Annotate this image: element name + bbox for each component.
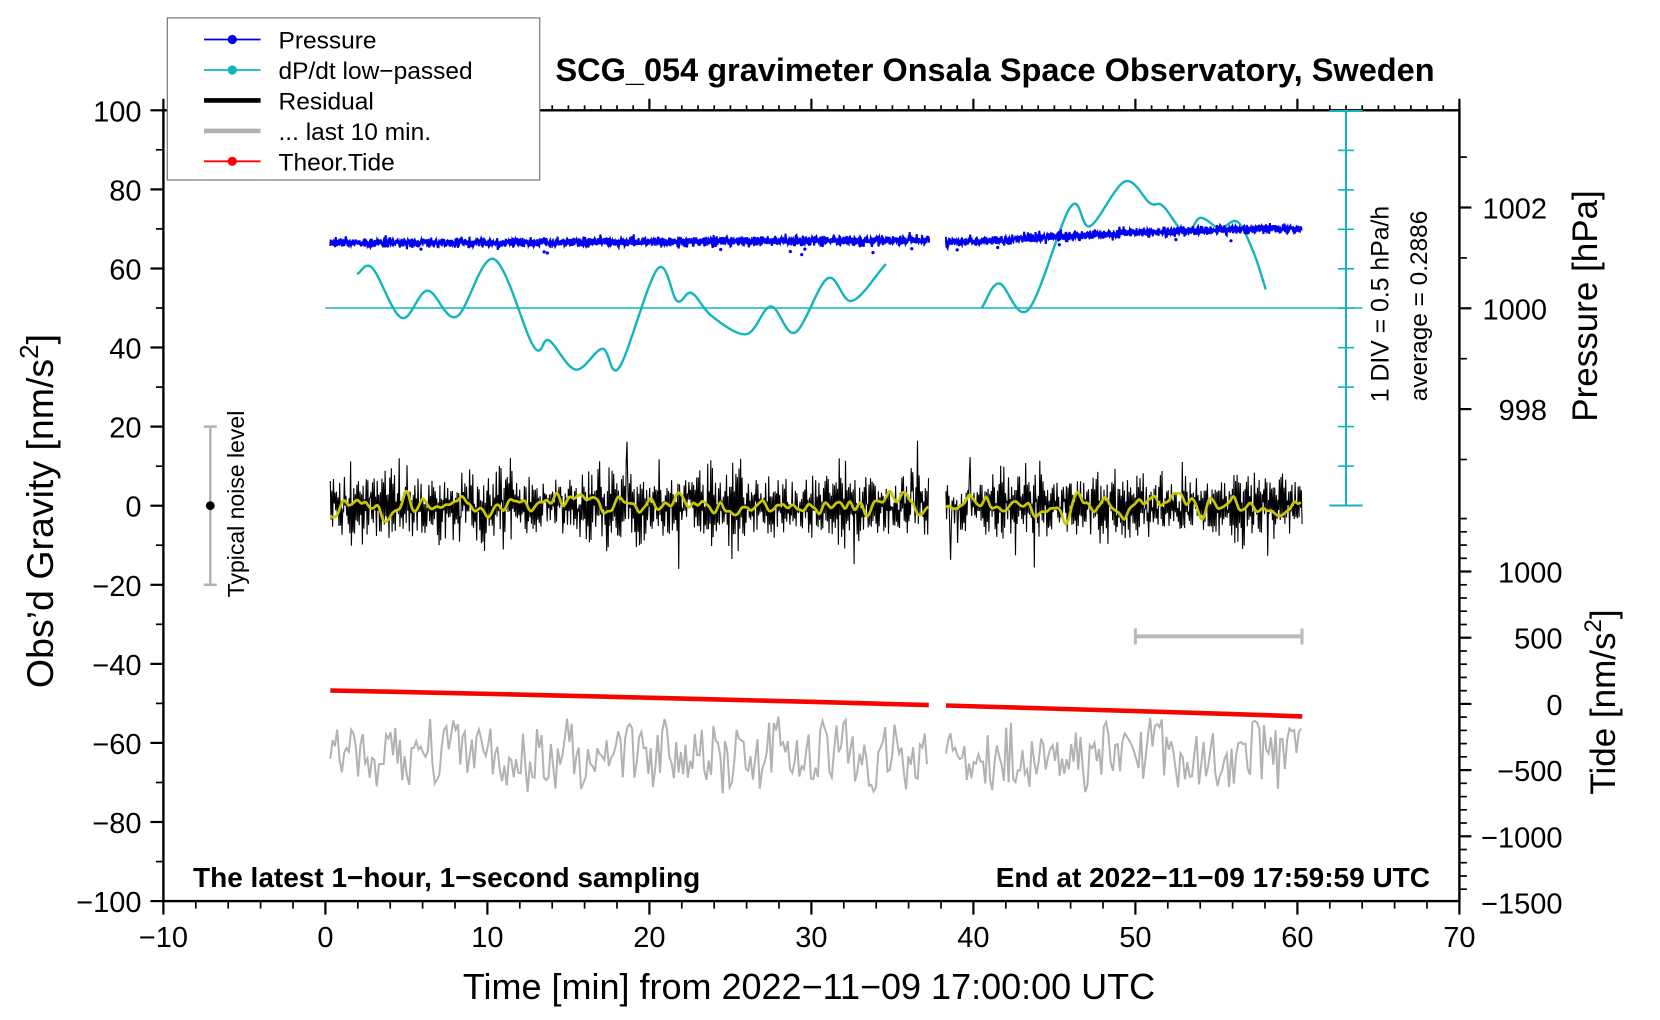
svg-text:60: 60 bbox=[109, 255, 141, 287]
svg-text:70: 70 bbox=[1443, 922, 1475, 954]
svg-text:0: 0 bbox=[317, 922, 333, 954]
svg-text:100: 100 bbox=[93, 96, 141, 128]
svg-text:10: 10 bbox=[471, 922, 503, 954]
svg-text:Time [min] from 2022−11−09 17:: Time [min] from 2022−11−09 17:00:00 UTC bbox=[463, 966, 1155, 1007]
svg-text:Theor.Tide: Theor.Tide bbox=[279, 149, 395, 176]
svg-text:Pressure [hPa]: Pressure [hPa] bbox=[1566, 190, 1605, 422]
svg-text:20: 20 bbox=[633, 922, 665, 954]
svg-text:20: 20 bbox=[109, 413, 141, 445]
svg-text:500: 500 bbox=[1514, 624, 1562, 656]
svg-text:60: 60 bbox=[1281, 922, 1313, 954]
svg-text:1000: 1000 bbox=[1498, 558, 1563, 590]
svg-text:40: 40 bbox=[957, 922, 989, 954]
svg-text:50: 50 bbox=[1119, 922, 1151, 954]
svg-text:Typical noise level: Typical noise level bbox=[223, 411, 249, 598]
svg-text:−20: −20 bbox=[92, 571, 141, 603]
svg-text:−40: −40 bbox=[92, 650, 141, 682]
svg-text:0: 0 bbox=[1546, 690, 1562, 722]
svg-text:1 DIV = 0.5 hPa/h: 1 DIV = 0.5 hPa/h bbox=[1368, 206, 1395, 402]
svg-text:80: 80 bbox=[109, 175, 141, 207]
svg-text:Pressure: Pressure bbox=[279, 28, 377, 55]
svg-text:Residual: Residual bbox=[279, 88, 374, 115]
svg-text:40: 40 bbox=[109, 334, 141, 366]
svg-text:−500: −500 bbox=[1497, 756, 1562, 788]
svg-text:dP/dt low−passed: dP/dt low−passed bbox=[279, 58, 473, 85]
svg-text:... last 10 min.: ... last 10 min. bbox=[279, 119, 432, 146]
svg-text:998: 998 bbox=[1499, 395, 1547, 427]
svg-text:−100: −100 bbox=[76, 887, 141, 919]
svg-text:30: 30 bbox=[795, 922, 827, 954]
svg-text:1002: 1002 bbox=[1482, 194, 1547, 226]
svg-text:−10: −10 bbox=[139, 922, 188, 954]
svg-text:Obs’d Gravity [nm/s2]: Obs’d Gravity [nm/s2] bbox=[14, 334, 61, 688]
svg-text:Tide [nm/s2]: Tide [nm/s2] bbox=[1580, 609, 1623, 794]
svg-text:−1000: −1000 bbox=[1481, 822, 1562, 854]
svg-text:The latest 1−hour, 1−second sa: The latest 1−hour, 1−second sampling bbox=[193, 862, 700, 893]
svg-text:End at 2022−11−09 17:59:59 UTC: End at 2022−11−09 17:59:59 UTC bbox=[996, 862, 1430, 893]
svg-text:−80: −80 bbox=[92, 808, 141, 840]
svg-text:SCG_054 gravimeter Onsala Spac: SCG_054 gravimeter Onsala Space Observat… bbox=[555, 52, 1434, 88]
svg-text:0: 0 bbox=[125, 492, 141, 524]
svg-text:−60: −60 bbox=[92, 729, 141, 761]
svg-text:−1500: −1500 bbox=[1481, 888, 1562, 920]
svg-text:1000: 1000 bbox=[1482, 294, 1547, 326]
svg-text:average = 0.2886: average = 0.2886 bbox=[1406, 211, 1433, 402]
